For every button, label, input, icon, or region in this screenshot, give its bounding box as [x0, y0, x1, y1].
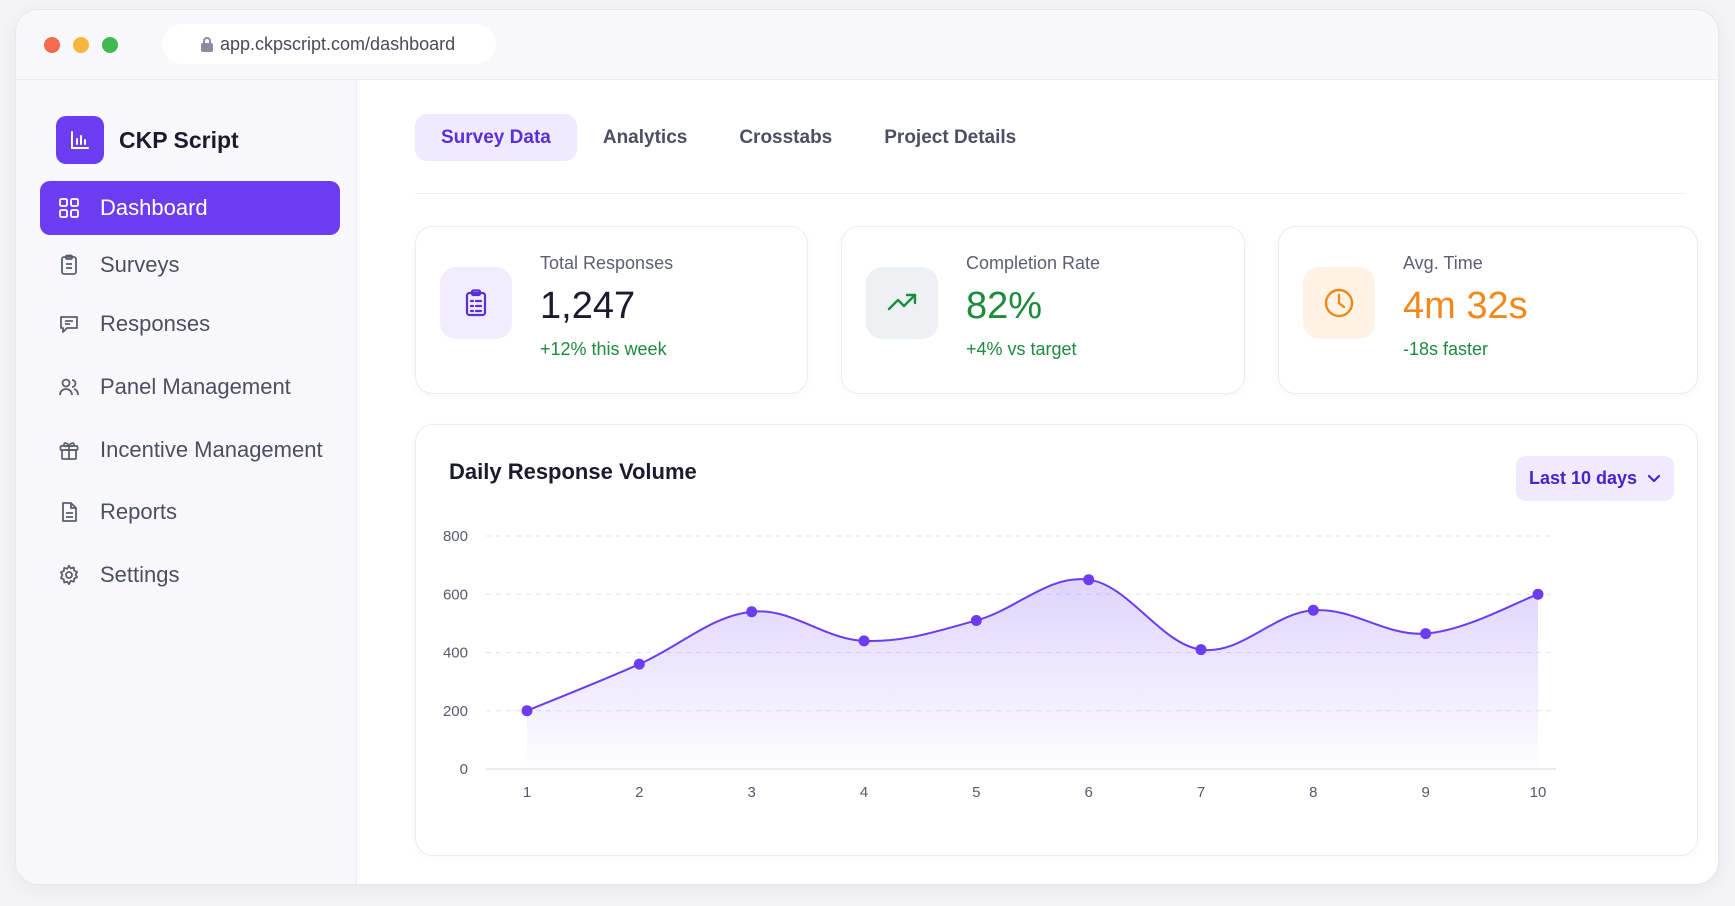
- users-icon: [56, 374, 82, 400]
- sidebar-item-settings[interactable]: Settings: [40, 548, 340, 602]
- gear-icon: [56, 562, 82, 588]
- area-fill: [527, 579, 1538, 769]
- clipboard-icon: [56, 252, 82, 278]
- data-point[interactable]: [633, 658, 645, 670]
- x-tick-label: 7: [1197, 784, 1205, 801]
- x-tick-label: 6: [1084, 784, 1092, 801]
- x-tick-label: 3: [747, 784, 755, 801]
- x-tick-label: 5: [972, 784, 980, 801]
- stat-label: Total Responses: [540, 253, 674, 273]
- tab-project-details[interactable]: Project Details: [884, 126, 1017, 148]
- date-range-dropdown[interactable]: Last 10 days: [1516, 456, 1674, 501]
- message-icon: [56, 311, 82, 337]
- data-point[interactable]: [1420, 628, 1432, 640]
- tabs-divider: [415, 193, 1685, 194]
- clock-icon: [1324, 288, 1354, 318]
- y-tick-label: 400: [443, 645, 468, 662]
- stat-icon-box: [440, 267, 512, 339]
- sidebar-item-label: Panel Management: [100, 374, 291, 399]
- sidebar-item-responses[interactable]: Responses: [40, 297, 340, 351]
- sidebar-item-surveys[interactable]: Surveys: [40, 238, 340, 292]
- chart-title: Daily Response Volume: [449, 459, 697, 484]
- x-tick-label: 9: [1421, 784, 1429, 801]
- x-tick-label: 8: [1309, 784, 1317, 801]
- stat-icon-box: [866, 267, 938, 339]
- sidebar-item-dashboard[interactable]: Dashboard: [40, 181, 340, 235]
- stat-delta: +12% this week: [540, 339, 667, 359]
- stat-value: 82%: [966, 285, 1043, 327]
- x-tick-label: 2: [635, 784, 643, 801]
- stat-card-avg-time: Avg. Time 4m 32s -18s faster: [1278, 226, 1698, 394]
- close-window-button[interactable]: [44, 37, 60, 53]
- stat-label: Avg. Time: [1403, 253, 1483, 273]
- stat-card-completion-rate: Completion Rate 82% +4% vs target: [841, 226, 1245, 394]
- brand-name: CKP Script: [119, 126, 239, 153]
- browser-window: app.ckpscript.com/dashboard CKP Script D…: [15, 9, 1719, 885]
- stat-delta: -18s faster: [1403, 339, 1489, 359]
- data-point[interactable]: [521, 705, 533, 717]
- data-point[interactable]: [970, 614, 982, 626]
- tab-analytics[interactable]: Analytics: [602, 126, 688, 148]
- line-chart: 0 200 400 600 800 1 2 3 4 5 6 7 8 9 10: [443, 528, 1556, 801]
- x-tick-label: 4: [860, 784, 868, 801]
- sidebar-item-incentive-management[interactable]: Incentive Management: [40, 423, 340, 477]
- sidebar-item-label: Surveys: [100, 252, 180, 277]
- stat-value: 4m 32s: [1403, 285, 1528, 327]
- trending-up-icon: [887, 293, 917, 311]
- series-line: [526, 578, 1539, 712]
- sidebar-item-label: Responses: [100, 311, 211, 336]
- grid-icon: [56, 195, 82, 221]
- tab-crosstabs[interactable]: Crosstabs: [739, 126, 833, 148]
- gift-icon: [56, 437, 82, 463]
- sidebar-item-label: Reports: [100, 499, 178, 524]
- stat-delta: +4% vs target: [966, 339, 1077, 359]
- x-tick-label: 1: [523, 784, 531, 801]
- y-tick-label: 0: [460, 761, 468, 778]
- tab-bar: Survey Data Analytics Crosstabs Project …: [415, 114, 1042, 161]
- sidebar-item-label: Settings: [100, 562, 180, 587]
- brand[interactable]: CKP Script: [56, 116, 239, 164]
- y-tick-label: 600: [443, 586, 468, 603]
- url-text: app.ckpscript.com/dashboard: [220, 33, 456, 54]
- x-tick-label: 10: [1530, 784, 1547, 801]
- data-point[interactable]: [746, 606, 758, 618]
- data-point[interactable]: [858, 635, 870, 647]
- clipboard-icon: [465, 289, 487, 317]
- chart-card: Daily Response Volume Last 10 days: [415, 424, 1698, 856]
- maximize-window-button[interactable]: [102, 37, 118, 53]
- title-bar: app.ckpscript.com/dashboard: [16, 10, 1718, 80]
- document-icon: [56, 499, 82, 525]
- stat-card-total-responses: Total Responses 1,247 +12% this week: [415, 226, 808, 394]
- sidebar-item-label: Dashboard: [100, 195, 208, 220]
- address-bar[interactable]: app.ckpscript.com/dashboard: [162, 24, 496, 64]
- data-point[interactable]: [1195, 644, 1207, 656]
- y-tick-label: 800: [443, 528, 468, 545]
- sidebar-item-label: Incentive Management: [100, 437, 323, 462]
- data-point[interactable]: [1083, 574, 1095, 586]
- stat-icon-box: [1303, 267, 1375, 339]
- date-range-label: Last 10 days: [1528, 468, 1638, 488]
- sidebar-item-reports[interactable]: Reports: [40, 485, 340, 539]
- chevron-down-icon: [1647, 474, 1661, 482]
- sidebar: CKP Script Dashboard Surveys: [16, 80, 357, 884]
- minimize-window-button[interactable]: [73, 37, 89, 53]
- sidebar-item-panel-management[interactable]: Panel Management: [40, 360, 340, 414]
- data-point[interactable]: [1532, 588, 1544, 600]
- main-content: Survey Data Analytics Crosstabs Project …: [357, 80, 1718, 884]
- tab-survey-data[interactable]: Survey Data: [415, 114, 577, 161]
- lock-icon: [201, 37, 213, 52]
- stat-label: Completion Rate: [966, 253, 1101, 273]
- y-tick-label: 200: [443, 703, 468, 720]
- data-point[interactable]: [1307, 604, 1319, 616]
- bar-chart-logo-icon: [56, 116, 104, 164]
- stat-value: 1,247: [540, 285, 636, 327]
